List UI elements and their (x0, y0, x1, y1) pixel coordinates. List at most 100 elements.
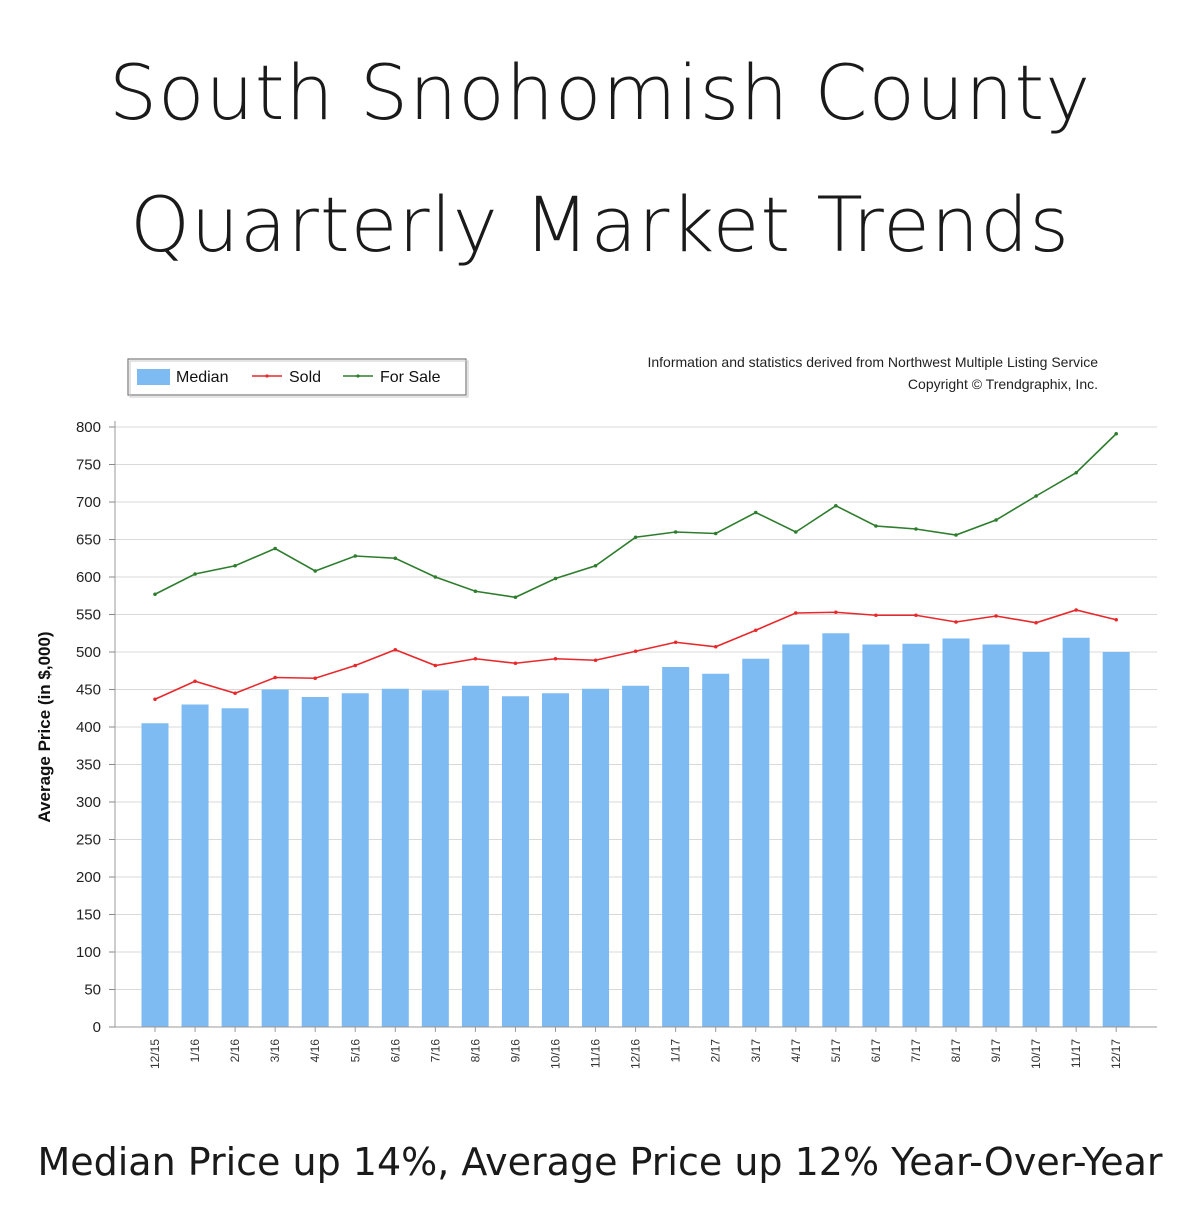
y-tick-label: 750 (76, 457, 101, 474)
median-bar (1022, 652, 1050, 1027)
median-bar (141, 723, 169, 1027)
median-bar (582, 688, 610, 1027)
for-sale-point (1114, 431, 1118, 436)
y-tick-label: 400 (76, 719, 101, 736)
legend-for-sale-marker (356, 374, 360, 378)
for-sale-point (193, 572, 197, 576)
for-sale-point (153, 592, 157, 597)
median-bar (181, 704, 209, 1027)
sold-point (233, 691, 237, 696)
legend-sold-label: Sold (289, 369, 321, 386)
y-tick-label: 0 (93, 1019, 101, 1036)
x-tick-label: 10/16 (549, 1039, 563, 1069)
y-tick-label: 100 (76, 944, 101, 961)
y-tick-label: 50 (84, 982, 101, 999)
legend-for-sale-label: For Sale (380, 369, 441, 386)
x-tick-label: 12/16 (629, 1039, 643, 1069)
median-bar (542, 693, 569, 1027)
median-bar (662, 667, 690, 1027)
sold-point (874, 613, 878, 618)
sold-point (834, 610, 838, 615)
for-sale-point (834, 503, 838, 508)
x-tick-label: 12/17 (1109, 1039, 1123, 1069)
y-tick-label: 600 (76, 569, 101, 586)
y-tick-labels: 0 50 100 150 200 250 300 350 400 450 500 550 600 650 7… (76, 419, 101, 1036)
sold-point (794, 611, 798, 615)
median-bar (942, 638, 970, 1027)
x-tick-label: 7/17 (909, 1039, 923, 1063)
sold-point (353, 663, 358, 668)
y-tick-label: 200 (76, 869, 101, 886)
footer-caption: Median Price up 14%, Average Price up 12… (37, 1140, 1163, 1184)
sold-point (393, 647, 398, 652)
median-bar (622, 685, 650, 1027)
for-sale-point (874, 524, 878, 528)
x-tick-label: 12/15 (148, 1039, 162, 1069)
median-bar (702, 673, 730, 1027)
x-tick-label: 5/17 (829, 1039, 843, 1063)
y-tick-label: 250 (76, 832, 101, 849)
median-bar (862, 644, 890, 1027)
for-sale-point (513, 595, 518, 600)
x-tick-label: 6/16 (388, 1039, 402, 1063)
median-bar (1062, 637, 1090, 1027)
x-tick-label: 1/17 (669, 1039, 683, 1063)
axes (114, 421, 1157, 1032)
sold-point (273, 675, 277, 680)
y-tick-label: 300 (76, 794, 101, 811)
sold-point (753, 628, 758, 633)
x-tick-label: 5/16 (348, 1039, 362, 1063)
page-title-line-2: Quarterly Market Trends (130, 180, 1070, 269)
series-lines (153, 431, 1118, 702)
for-sale-point (393, 556, 398, 561)
x-tick-label: 3/17 (749, 1039, 763, 1063)
for-sale-point (593, 563, 598, 568)
sold-point (193, 679, 197, 684)
for-sale-point (273, 546, 277, 551)
for-sale-point (954, 533, 958, 537)
for-sale-point (713, 531, 718, 536)
x-tick-labels: 12/15 1/16 2/16 3/16 4/16 5/16 6/16 7/16 8/16 9/1… (148, 1039, 1123, 1069)
sold-point (914, 613, 918, 618)
median-bar (421, 690, 449, 1027)
for-sale-point (1074, 470, 1078, 475)
page-title-line-1: South Snohomish County (108, 48, 1092, 137)
x-tick-label: 4/17 (789, 1039, 803, 1063)
x-tick-label: 8/16 (468, 1039, 482, 1063)
median-bar (381, 688, 409, 1027)
median-bar (742, 658, 770, 1027)
sold-point (954, 620, 958, 624)
x-tick-label: 9/16 (508, 1039, 522, 1063)
for-sale-point (633, 535, 638, 540)
y-axis-label: Average Price (in $,000) (35, 631, 54, 822)
median-bar (501, 696, 529, 1027)
sold-point (713, 644, 718, 649)
legend-sold-marker (265, 374, 269, 378)
sold-point (1034, 620, 1038, 625)
median-bar (341, 693, 369, 1027)
sold-point (633, 649, 638, 654)
for-sale-point (433, 575, 438, 579)
for-sale-line (154, 433, 1117, 599)
sold-point (593, 658, 598, 663)
sold-point (513, 661, 518, 666)
median-bar (822, 633, 850, 1027)
sold-point (1074, 608, 1078, 612)
median-bars (141, 633, 1130, 1027)
median-bar (982, 644, 1010, 1027)
y-tick-label: 700 (76, 494, 101, 511)
x-tick-label: 8/17 (949, 1039, 963, 1063)
median-bar (261, 689, 289, 1027)
y-tick-label: 150 (76, 907, 101, 924)
for-sale-point (353, 554, 358, 558)
median-bar (301, 697, 329, 1027)
x-tick-label: 10/17 (1029, 1039, 1043, 1069)
for-sale-point (553, 576, 558, 581)
x-tick-label: 3/16 (268, 1039, 282, 1063)
y-tick-label: 650 (76, 532, 101, 549)
x-tick-label: 9/17 (989, 1039, 1003, 1063)
y-tick-label: 350 (76, 757, 101, 774)
x-tick-label: 11/16 (589, 1039, 603, 1068)
for-sale-point (1034, 494, 1038, 498)
median-bar (461, 685, 489, 1027)
